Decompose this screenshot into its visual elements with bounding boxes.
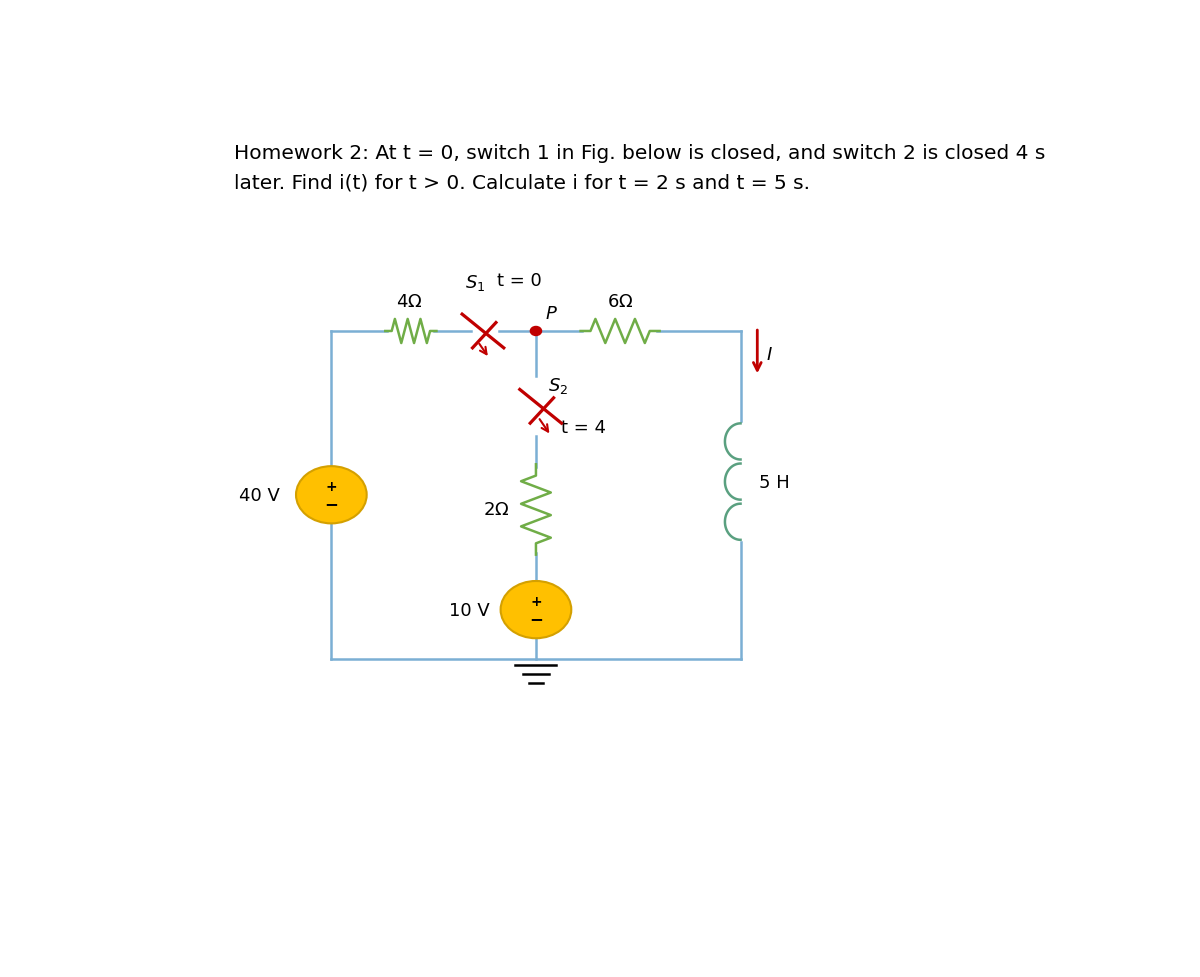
Text: P: P <box>545 305 556 322</box>
Text: 40 V: 40 V <box>239 487 281 504</box>
Text: +: + <box>325 480 337 493</box>
Text: I: I <box>767 345 772 363</box>
Circle shape <box>500 581 571 639</box>
Text: 4$\Omega$: 4$\Omega$ <box>396 292 422 311</box>
Text: later. Find i(t) for t > 0. Calculate i for t = 2 s and t = 5 s.: later. Find i(t) for t > 0. Calculate i … <box>234 174 810 192</box>
Text: 5 H: 5 H <box>760 473 790 491</box>
Text: $S_1$: $S_1$ <box>466 273 486 292</box>
Text: −: − <box>324 495 338 513</box>
Text: $S_2$: $S_2$ <box>548 375 569 396</box>
Circle shape <box>530 327 541 336</box>
Text: Homework 2: At t = 0, switch 1 in Fig. below is closed, and switch 2 is closed 4: Homework 2: At t = 0, switch 1 in Fig. b… <box>234 144 1045 162</box>
Text: t = 0: t = 0 <box>497 272 541 289</box>
Text: +: + <box>530 594 541 609</box>
Text: 6$\Omega$: 6$\Omega$ <box>607 292 634 311</box>
Text: −: − <box>529 610 542 627</box>
Text: 2$\Omega$: 2$\Omega$ <box>484 501 510 519</box>
Circle shape <box>296 467 367 524</box>
Text: t = 4: t = 4 <box>562 418 606 436</box>
Text: 10 V: 10 V <box>449 601 490 619</box>
